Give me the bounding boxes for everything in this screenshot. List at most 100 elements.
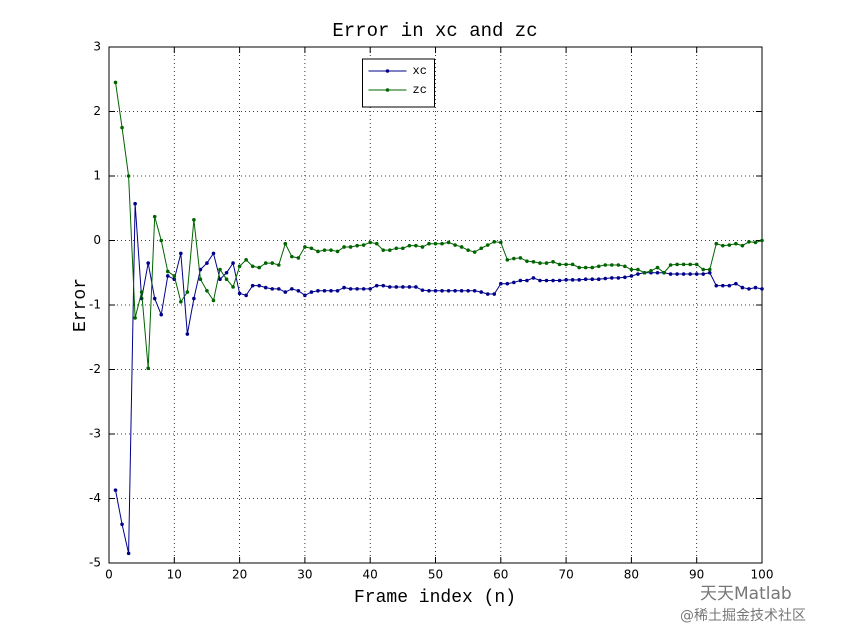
data-point <box>551 259 555 264</box>
data-point <box>407 243 412 248</box>
data-point <box>381 248 386 252</box>
data-point <box>322 248 327 252</box>
data-point <box>701 267 706 272</box>
data-point <box>616 276 621 280</box>
data-point <box>355 287 359 291</box>
data-point <box>603 276 608 281</box>
data-point <box>257 283 261 288</box>
data-point <box>250 283 255 288</box>
watermark: 天天Matlab <box>700 584 792 604</box>
data-point <box>159 238 164 243</box>
data-point <box>610 276 614 280</box>
data-point <box>570 278 575 282</box>
data-point <box>309 246 314 251</box>
data-point <box>414 243 418 248</box>
data-point <box>283 241 288 246</box>
legend-marker <box>385 69 390 73</box>
data-point <box>694 262 699 267</box>
watermark: @稀土掘金技术社区 <box>680 608 806 624</box>
data-point <box>348 245 353 249</box>
data-point <box>518 278 523 283</box>
data-point <box>531 259 536 264</box>
data-point <box>290 254 294 259</box>
data-point <box>505 281 510 286</box>
series-line <box>115 82 763 369</box>
data-point <box>146 261 150 265</box>
data-point <box>231 285 235 289</box>
plot-area <box>109 47 762 563</box>
data-point <box>440 289 444 293</box>
data-point <box>564 278 568 282</box>
data-point <box>727 243 732 247</box>
data-point <box>185 332 190 336</box>
data-point <box>113 80 118 85</box>
data-point <box>152 214 157 219</box>
data-point <box>303 293 307 298</box>
data-point <box>740 285 745 290</box>
data-point <box>335 289 340 293</box>
data-point <box>734 241 738 246</box>
data-point <box>492 292 497 296</box>
data-point <box>198 277 203 282</box>
x-tick-label: 80 <box>624 568 639 582</box>
data-point <box>224 277 229 282</box>
data-point <box>753 285 758 290</box>
data-point <box>668 272 673 276</box>
data-point <box>152 296 157 301</box>
data-point <box>433 289 438 293</box>
x-tick-label: 50 <box>428 568 443 582</box>
y-tick-label: -1 <box>89 298 101 312</box>
data-point <box>179 299 183 304</box>
data-point <box>557 278 562 283</box>
data-point <box>688 262 692 267</box>
data-point <box>734 281 738 286</box>
data-point <box>583 277 588 282</box>
data-point <box>211 298 216 303</box>
data-point <box>472 289 477 293</box>
data-point <box>668 263 673 267</box>
data-point <box>139 290 144 294</box>
data-point <box>368 287 373 291</box>
data-point <box>466 289 470 293</box>
data-point <box>681 262 686 267</box>
data-point <box>525 259 529 263</box>
data-point <box>374 283 379 288</box>
data-point <box>707 270 712 275</box>
data-point <box>133 316 137 320</box>
data-point <box>296 289 301 293</box>
y-tick-label: 3 <box>93 40 101 54</box>
data-point <box>192 218 196 222</box>
data-point <box>649 269 653 273</box>
data-point <box>440 241 444 246</box>
y-tick-label: 0 <box>93 233 101 247</box>
data-point <box>590 277 595 282</box>
data-point <box>381 283 386 288</box>
data-point <box>335 249 340 254</box>
y-tick-label: -3 <box>89 427 101 441</box>
data-point <box>290 287 294 291</box>
data-point <box>270 261 275 265</box>
data-point <box>237 291 242 296</box>
x-tick-label: 60 <box>493 568 508 582</box>
data-point <box>544 278 549 283</box>
data-point <box>505 258 510 262</box>
data-point <box>701 272 706 276</box>
data-point <box>740 243 745 248</box>
data-point <box>453 289 457 293</box>
data-point <box>662 270 666 275</box>
data-point <box>753 240 758 245</box>
y-tick-label: -2 <box>89 362 101 376</box>
data-point <box>192 296 196 301</box>
data-point <box>407 285 412 289</box>
data-point <box>727 283 732 288</box>
data-point <box>707 267 712 272</box>
data-point <box>485 292 490 296</box>
data-point <box>276 287 281 291</box>
data-point <box>374 241 379 246</box>
data-point <box>270 287 275 291</box>
data-point <box>316 249 320 254</box>
data-point <box>420 288 425 292</box>
legend-box <box>362 58 435 108</box>
data-point <box>205 289 209 293</box>
